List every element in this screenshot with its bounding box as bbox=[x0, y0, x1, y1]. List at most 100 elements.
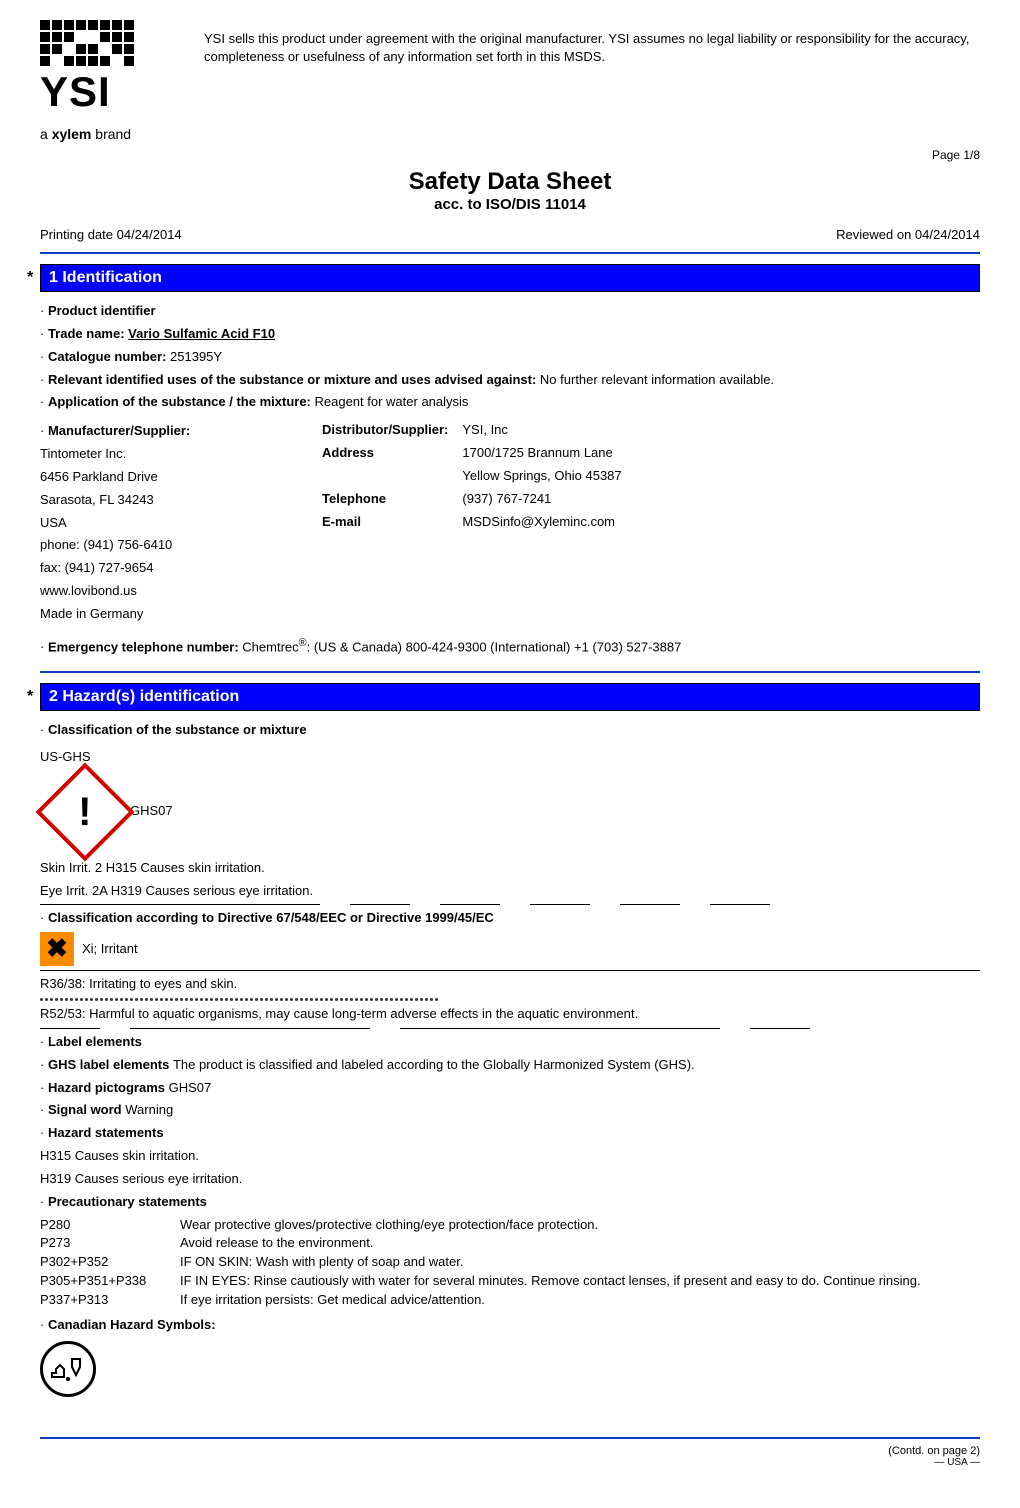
hazard-statements-label: Hazard statements bbox=[48, 1125, 164, 1140]
mfr-line-5: fax: (941) 727-9654 bbox=[40, 559, 260, 578]
section-2-body: Classification of the substance or mixtu… bbox=[40, 721, 980, 1397]
footer-rule bbox=[40, 1437, 980, 1439]
emergency-rest: : (US & Canada) 800-424-9300 (Internatio… bbox=[307, 639, 682, 654]
brand-name: xylem bbox=[52, 126, 92, 142]
section-2-bar: 2 Hazard(s) identification bbox=[40, 683, 980, 711]
broken-rule-1 bbox=[40, 904, 980, 905]
header: YSI a xylem brand YSI sells this product… bbox=[40, 20, 980, 142]
manufacturer-label: Manufacturer/Supplier: bbox=[48, 423, 190, 438]
r3638-line: R36/38: Irritating to eyes and skin. bbox=[40, 975, 980, 994]
brand-line: a xylem brand bbox=[40, 126, 180, 142]
mfr-line-7: Made in Germany bbox=[40, 605, 260, 624]
mfr-line-1: 6456 Parkland Drive bbox=[40, 468, 260, 487]
dist-k4: E-mail bbox=[322, 512, 460, 533]
mfr-line-4: phone: (941) 756-6410 bbox=[40, 536, 260, 555]
distributor-table: Distributor/Supplier:YSI, Inc Address170… bbox=[320, 418, 636, 534]
prec-code-0: P280 bbox=[40, 1216, 170, 1235]
prec-text-3: IF IN EYES: Rinse cautiously with water … bbox=[180, 1272, 980, 1291]
table-row: E-mailMSDSinfo@Xyleminc.com bbox=[322, 512, 634, 533]
mid-rule bbox=[40, 671, 980, 673]
table-row: Address1700/1725 Brannum Lane bbox=[322, 443, 634, 464]
dotted-rule bbox=[40, 998, 980, 1001]
trade-name-value: Vario Sulfamic Acid F10 bbox=[128, 326, 275, 341]
dist-k0: Distributor/Supplier: bbox=[322, 420, 460, 441]
catalogue-number-value: 251395Y bbox=[170, 349, 222, 364]
signal-word-value: Warning bbox=[125, 1102, 173, 1117]
ghs07-pictogram: ! bbox=[36, 762, 135, 861]
page-number: Page 1/8 bbox=[40, 148, 980, 162]
hazard-pictograms-label: Hazard pictograms bbox=[48, 1080, 169, 1095]
dist-k2 bbox=[322, 466, 460, 487]
classification-label: Classification of the substance or mixtu… bbox=[48, 722, 307, 737]
r5253-line: R52/53: Harmful to aquatic organisms, ma… bbox=[40, 1005, 980, 1024]
reviewed-date: Reviewed on 04/24/2014 bbox=[836, 227, 980, 242]
table-row: Telephone(937) 767-7241 bbox=[322, 489, 634, 510]
hand-liquid-icon bbox=[50, 1355, 86, 1383]
skin-irrit-line: Skin Irrit. 2 H315 Causes skin irritatio… bbox=[40, 859, 980, 878]
hazard-statement-1: H319 Causes serious eye irritation. bbox=[40, 1170, 980, 1189]
emergency-chemtrec: Chemtrec bbox=[242, 639, 298, 654]
prec-code-3: P305+P351+P338 bbox=[40, 1272, 170, 1291]
dist-v1: 1700/1725 Brannum Lane bbox=[462, 443, 633, 464]
document-subtitle: acc. to ISO/DIS 11014 bbox=[40, 196, 980, 213]
prec-text-4: If eye irritation persists: Get medical … bbox=[180, 1291, 980, 1310]
mfr-line-0: Tintometer Inc. bbox=[40, 445, 260, 464]
ghs-label-elements-value: The product is classified and labeled ac… bbox=[173, 1057, 695, 1072]
broken-rule-2 bbox=[40, 1028, 980, 1029]
prec-code-2: P302+P352 bbox=[40, 1253, 170, 1272]
manufacturer-block: Manufacturer/Supplier: Tintometer Inc. 6… bbox=[40, 418, 980, 628]
dist-v0: YSI, Inc bbox=[462, 420, 633, 441]
contd-on-page: (Contd. on page 2) bbox=[40, 1445, 980, 1457]
relevant-uses-label: Relevant identified uses of the substanc… bbox=[48, 372, 540, 387]
distributor-right: Distributor/Supplier:YSI, Inc Address170… bbox=[320, 418, 636, 628]
manufacturer-left: Manufacturer/Supplier: Tintometer Inc. 6… bbox=[40, 418, 260, 628]
print-review-row: Printing date 04/24/2014 Reviewed on 04/… bbox=[40, 227, 980, 242]
document-title: Safety Data Sheet bbox=[40, 168, 980, 196]
dist-v4: MSDSinfo@Xyleminc.com bbox=[462, 512, 633, 533]
mfr-line-3: USA bbox=[40, 514, 260, 533]
dist-v2: Yellow Springs, Ohio 45387 bbox=[462, 466, 633, 487]
emergency-registered: ® bbox=[299, 637, 307, 649]
mini-rule-1 bbox=[40, 970, 980, 971]
canadian-hazard-icon bbox=[40, 1341, 96, 1397]
prec-text-0: Wear protective gloves/protective clothi… bbox=[180, 1216, 980, 1235]
prec-code-1: P273 bbox=[40, 1234, 170, 1253]
ghs-label-elements-label: GHS label elements bbox=[48, 1057, 173, 1072]
eye-irrit-line: Eye Irrit. 2A H319 Causes serious eye ir… bbox=[40, 882, 980, 901]
ysi-wordmark: YSI bbox=[40, 68, 180, 116]
catalogue-number-label: Catalogue number: bbox=[48, 349, 170, 364]
emergency-label: Emergency telephone number: bbox=[48, 639, 242, 654]
table-row: Yellow Springs, Ohio 45387 bbox=[322, 466, 634, 487]
brand-prefix: a bbox=[40, 126, 52, 142]
prec-code-4: P337+P313 bbox=[40, 1291, 170, 1310]
brand-suffix: brand bbox=[91, 126, 131, 142]
dist-k1: Address bbox=[322, 443, 460, 464]
canadian-hazard-label: Canadian Hazard Symbols: bbox=[48, 1317, 216, 1332]
section-1-body: Product identifier Trade name: Vario Sul… bbox=[40, 302, 980, 657]
hazard-pictograms-value: GHS07 bbox=[169, 1080, 212, 1095]
product-identifier-label: Product identifier bbox=[48, 303, 156, 318]
prec-text-2: IF ON SKIN: Wash with plenty of soap and… bbox=[180, 1253, 980, 1272]
footer-usa-text: USA bbox=[947, 1457, 967, 1468]
application-value: Reagent for water analysis bbox=[315, 394, 469, 409]
xi-irritant-pictogram: ✖ bbox=[40, 932, 74, 966]
xi-irritant-text: Xi; Irritant bbox=[82, 940, 138, 959]
disclaimer-text: YSI sells this product under agreement w… bbox=[204, 20, 980, 66]
logo-pixel-pattern bbox=[40, 20, 180, 66]
section-1-bar: 1 Identification bbox=[40, 264, 980, 292]
dist-k3: Telephone bbox=[322, 489, 460, 510]
top-rule bbox=[40, 252, 980, 254]
label-elements-label: Label elements bbox=[48, 1034, 142, 1049]
footer-usa: — USA — bbox=[40, 1457, 980, 1468]
x-icon: ✖ bbox=[46, 930, 68, 968]
trade-name-label: Trade name: bbox=[48, 326, 128, 341]
mfr-line-6: www.lovibond.us bbox=[40, 582, 260, 601]
us-ghs-label: US-GHS bbox=[40, 748, 980, 767]
application-label: Application of the substance / the mixtu… bbox=[48, 394, 315, 409]
signal-word-label: Signal word bbox=[48, 1102, 125, 1117]
classification-ec-label: Classification according to Directive 67… bbox=[48, 910, 494, 925]
precautionary-grid: P280 Wear protective gloves/protective cl… bbox=[40, 1216, 980, 1310]
prec-text-1: Avoid release to the environment. bbox=[180, 1234, 980, 1253]
footer: (Contd. on page 2) — USA — bbox=[40, 1437, 980, 1468]
dist-v3: (937) 767-7241 bbox=[462, 489, 633, 510]
